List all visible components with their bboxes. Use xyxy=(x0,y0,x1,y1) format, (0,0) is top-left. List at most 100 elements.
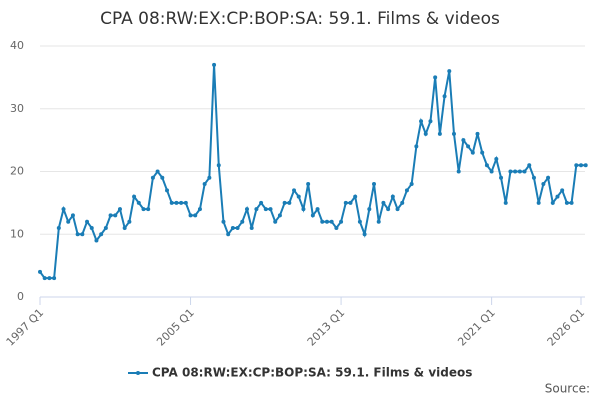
data-point xyxy=(527,163,532,168)
data-point xyxy=(400,200,405,205)
data-point xyxy=(579,163,583,168)
x-tick-label: 1997 Q1 xyxy=(4,306,47,349)
x-tick-label: 2013 Q1 xyxy=(305,306,348,349)
data-point xyxy=(146,207,151,212)
data-point xyxy=(56,225,61,230)
data-point xyxy=(569,200,574,205)
data-point xyxy=(315,207,320,212)
x-tick-label: 2021 Q1 xyxy=(455,306,498,349)
data-point xyxy=(353,194,358,199)
data-point xyxy=(531,175,536,180)
data-point xyxy=(301,207,306,212)
data-point xyxy=(480,150,485,155)
data-point xyxy=(263,207,268,212)
data-point xyxy=(329,219,334,224)
data-point xyxy=(489,169,494,174)
data-point xyxy=(310,213,315,218)
data-point xyxy=(343,200,348,205)
x-tick-label: 2005 Q1 xyxy=(154,306,197,349)
data-point xyxy=(85,219,90,224)
data-point xyxy=(216,163,221,168)
y-tick-label: 20 xyxy=(10,165,24,178)
data-point xyxy=(94,238,99,243)
data-point xyxy=(574,163,579,168)
data-point xyxy=(390,194,395,199)
data-point xyxy=(122,225,127,230)
data-point xyxy=(103,225,108,230)
data-point xyxy=(362,232,367,237)
data-point xyxy=(282,200,287,205)
data-point xyxy=(42,276,47,281)
legend-marker xyxy=(136,371,140,375)
data-point xyxy=(150,175,155,180)
data-point xyxy=(202,182,207,187)
data-point xyxy=(155,169,160,174)
y-tick-label: 10 xyxy=(10,227,24,240)
data-point xyxy=(80,232,85,237)
data-point xyxy=(244,207,249,212)
data-point xyxy=(174,200,179,205)
data-point xyxy=(357,219,362,224)
data-point xyxy=(207,175,212,180)
data-point xyxy=(499,175,504,180)
data-point xyxy=(334,225,339,230)
data-point xyxy=(442,94,447,99)
data-point xyxy=(221,219,226,224)
data-point xyxy=(409,182,414,187)
data-point xyxy=(522,169,527,174)
data-point xyxy=(254,207,259,212)
data-point xyxy=(564,200,569,205)
data-point xyxy=(513,169,518,174)
data-point xyxy=(193,213,198,218)
data-point xyxy=(259,200,264,205)
data-point xyxy=(99,232,104,237)
data-point xyxy=(560,188,565,193)
data-point xyxy=(268,207,273,212)
data-point xyxy=(188,213,193,218)
data-point xyxy=(494,156,499,161)
data-point xyxy=(517,169,522,174)
data-point xyxy=(456,169,461,174)
data-point xyxy=(555,194,560,199)
data-point xyxy=(160,175,165,180)
data-point xyxy=(546,175,551,180)
data-point xyxy=(273,219,278,224)
data-point xyxy=(240,219,245,224)
data-point xyxy=(503,200,508,205)
data-point xyxy=(287,200,292,205)
data-point xyxy=(414,144,419,149)
data-point xyxy=(475,131,480,136)
data-point xyxy=(428,119,433,124)
data-point xyxy=(165,188,170,193)
data-point xyxy=(433,75,438,80)
data-point xyxy=(339,219,344,224)
data-point xyxy=(386,207,391,212)
data-point xyxy=(108,213,113,218)
data-point xyxy=(235,225,240,230)
data-point xyxy=(197,207,202,212)
y-tick-label: 0 xyxy=(17,290,24,303)
data-point xyxy=(230,225,235,230)
data-point xyxy=(451,131,456,136)
data-point xyxy=(277,213,282,218)
data-point xyxy=(70,213,75,218)
data-point xyxy=(550,200,555,205)
data-point xyxy=(141,207,146,212)
data-point xyxy=(132,194,137,199)
data-point xyxy=(226,232,231,237)
data-point xyxy=(419,119,424,124)
data-point xyxy=(324,219,329,224)
data-point xyxy=(437,131,442,136)
data-point xyxy=(423,131,428,136)
data-point xyxy=(348,200,353,205)
data-point xyxy=(484,163,489,168)
data-point xyxy=(113,213,118,218)
y-tick-label: 40 xyxy=(10,39,24,52)
data-point xyxy=(404,188,409,193)
data-point xyxy=(447,69,452,74)
data-point xyxy=(212,62,217,67)
data-point xyxy=(127,219,132,224)
data-point xyxy=(461,138,466,143)
data-point xyxy=(136,200,141,205)
